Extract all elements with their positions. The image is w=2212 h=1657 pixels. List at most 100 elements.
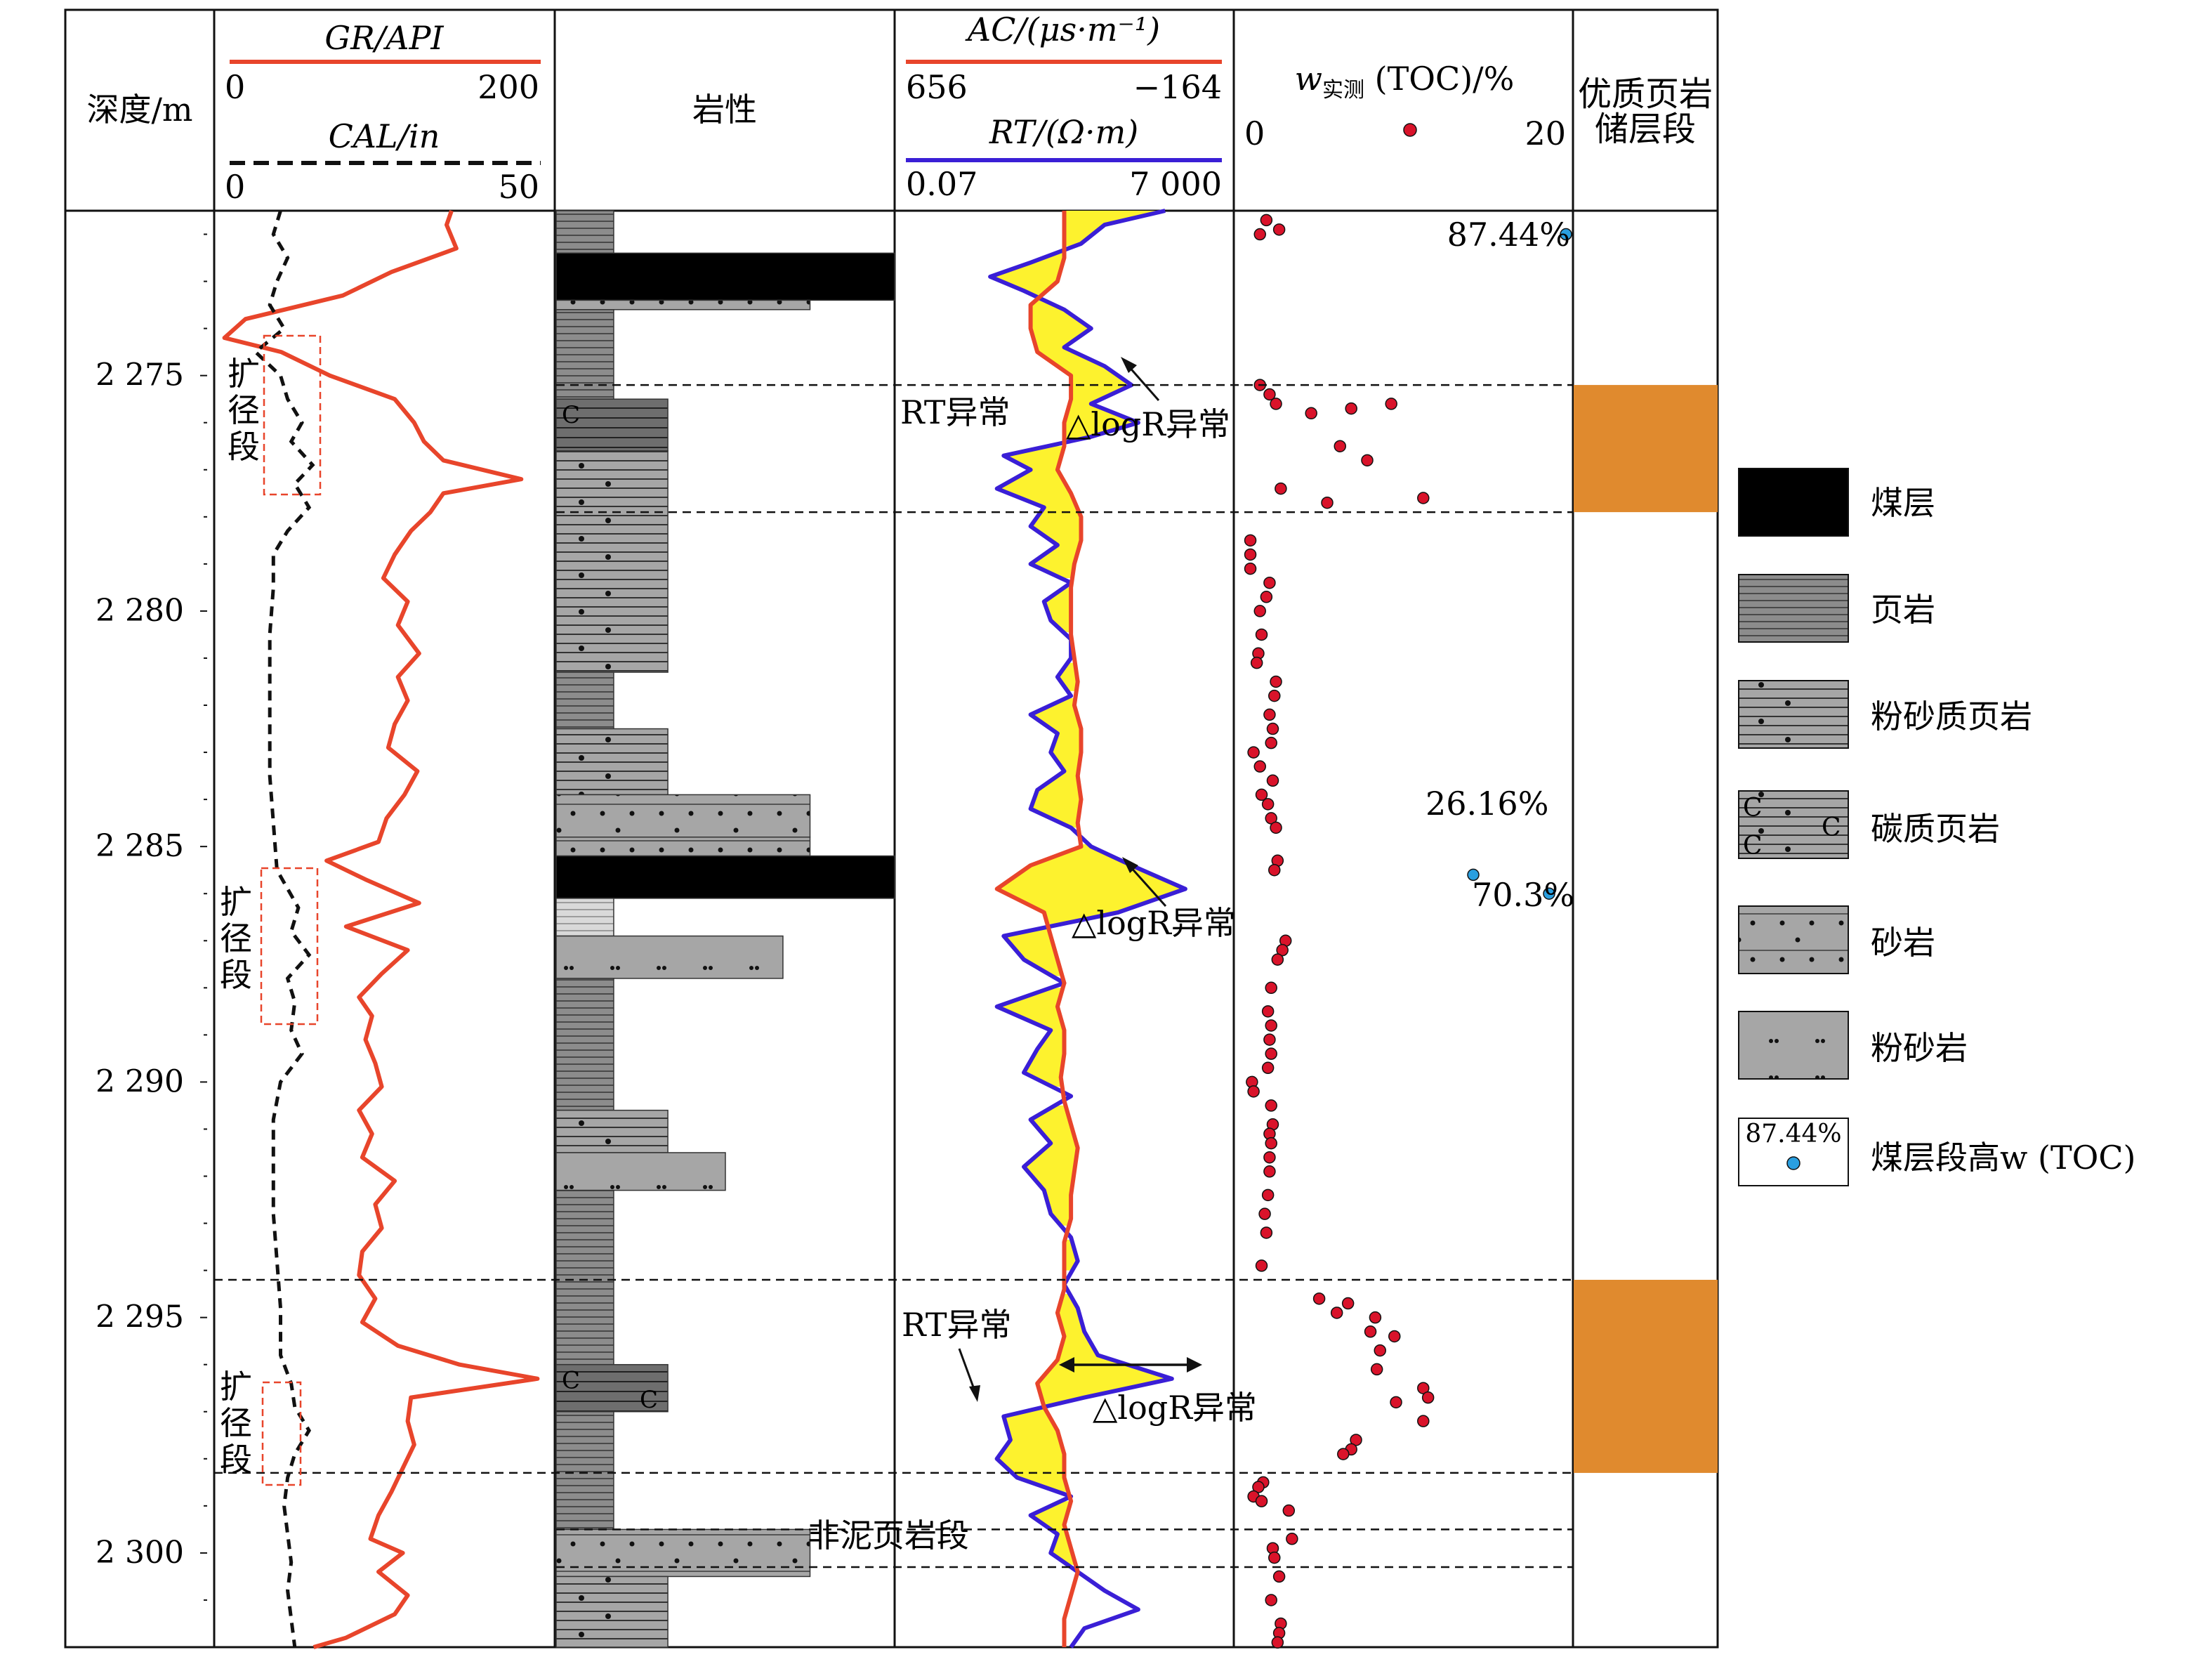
toc-point xyxy=(1263,388,1276,401)
depth-tick-label: 2 275 xyxy=(96,358,184,393)
annotations: 扩径段 扩径段 扩径段 RT异常 △logR异常 △logR异常 RT异常 △l… xyxy=(220,216,1574,1554)
log-curves xyxy=(222,209,1187,1649)
toc-point xyxy=(1321,496,1334,509)
lith-carb-mark: C xyxy=(640,1386,658,1414)
toc-point xyxy=(1265,1099,1277,1112)
legend-coal-toc-point xyxy=(1786,1156,1800,1170)
toc-point xyxy=(1271,953,1284,966)
depth-tick-label: 2 290 xyxy=(96,1063,184,1099)
depth-axis: 2 275 2 280 2 285 2 290 2 295 2 300 xyxy=(96,233,207,1648)
rt-anomaly-label-1: RT异常 xyxy=(900,393,1010,431)
toc-point xyxy=(1263,1033,1276,1046)
legend-label-shale: 页岩 xyxy=(1871,591,1935,629)
cal-header: CAL/in xyxy=(329,117,440,155)
toc-point xyxy=(1263,1165,1276,1178)
toc-point xyxy=(1253,605,1266,617)
toc-point xyxy=(1265,981,1277,995)
toc-min: 0 xyxy=(1244,114,1265,152)
cal-curve xyxy=(253,210,315,1648)
enlarged-label-2: 扩径段 xyxy=(220,883,252,994)
toc-point xyxy=(1286,1533,1298,1545)
toc-point xyxy=(1260,591,1273,603)
enlarged-box-3 xyxy=(261,1381,302,1486)
lith-bed-coal xyxy=(555,855,895,899)
lith-bed-shale xyxy=(555,210,614,254)
lith-bed-sandstone xyxy=(555,837,811,857)
lith-bed-silty_shale xyxy=(555,450,669,673)
toc-point xyxy=(1266,774,1279,787)
toc-point xyxy=(1268,863,1281,877)
toc-point xyxy=(1261,1188,1275,1202)
logr-fill-region xyxy=(1024,1105,1078,1226)
toc-high-point xyxy=(1467,868,1480,882)
toc-point xyxy=(1330,1306,1343,1319)
toc-point xyxy=(1258,1207,1271,1220)
legend-swatch-shale xyxy=(1738,574,1849,643)
legend-swatch-coal-toc xyxy=(1738,1118,1849,1186)
legend-label-coal: 煤层 xyxy=(1871,484,1935,522)
legend-swatch-sandstone xyxy=(1738,905,1849,974)
lith-bed-carb_shale xyxy=(555,398,669,452)
toc-point xyxy=(1244,548,1257,561)
lith-bed-shale xyxy=(555,672,614,730)
toc-point xyxy=(1361,454,1374,467)
ac-left: 656 xyxy=(906,68,968,106)
lith-bed-sandstone xyxy=(555,794,811,838)
toc-point xyxy=(1272,223,1286,236)
toc-point xyxy=(1369,1311,1382,1324)
non-shale-label: 非泥页岩段 xyxy=(808,1517,969,1554)
cal-min: 0 xyxy=(225,168,245,206)
lith-bed-siltstone xyxy=(555,935,784,979)
logr-fill-region xyxy=(990,253,1065,296)
toc-point xyxy=(1275,482,1287,495)
toc-point xyxy=(1247,746,1260,759)
toc-point xyxy=(1364,1325,1377,1338)
toc-point xyxy=(1255,788,1268,801)
legend-label-silty-shale: 粉砂质页岩 xyxy=(1871,697,2032,735)
logr-fill-region xyxy=(1030,300,1138,440)
legend-label-carb-shale: 碳质页岩 xyxy=(1871,810,2000,848)
toc-point xyxy=(1417,492,1430,504)
legend-carb-c2: C xyxy=(1822,813,1841,842)
toc-point xyxy=(1265,736,1277,749)
ac-curve xyxy=(994,211,1084,1647)
lith-bed-light xyxy=(555,898,614,937)
enlarged-label-3: 扩径段 xyxy=(220,1368,252,1479)
toc-point xyxy=(1265,1137,1277,1150)
toc-point xyxy=(1263,708,1276,721)
legend-carb-c1: C xyxy=(1743,794,1763,823)
toc-point xyxy=(1268,1551,1281,1564)
legend-label-sandstone: 砂岩 xyxy=(1871,924,1935,962)
lith-bed-silty_sand xyxy=(555,299,811,310)
logr-anomaly-label-2: △logR异常 xyxy=(1072,904,1236,942)
toc-point xyxy=(1282,1504,1296,1517)
toc-point xyxy=(1261,1061,1275,1075)
toc-point xyxy=(1265,1594,1277,1606)
logr-fill-region xyxy=(1064,211,1166,247)
legend-label-siltstone: 粉砂岩 xyxy=(1871,1029,1968,1067)
quality-interval-1 xyxy=(1574,385,1718,513)
toc-high-label-1: 87.44% xyxy=(1447,216,1570,254)
toc-point xyxy=(1265,1019,1277,1032)
enlarged-box-2 xyxy=(260,867,319,1026)
rt-right: 7 000 xyxy=(1129,165,1222,203)
toc-point xyxy=(1270,675,1282,688)
toc-point xyxy=(1260,214,1273,227)
toc-point xyxy=(1270,821,1282,834)
depth-header: 深度/m xyxy=(86,91,192,129)
toc-point xyxy=(1341,1297,1355,1310)
toc-high-label-3: 70.3% xyxy=(1472,876,1574,914)
depth-tick-label: 2 295 xyxy=(96,1299,184,1335)
rt-header: RT/(Ω·m) xyxy=(989,113,1138,151)
toc-header: w实测 (TOC)/% xyxy=(1295,60,1515,103)
gr-curve xyxy=(222,210,540,1649)
toc-points xyxy=(1244,214,1572,1649)
toc-point xyxy=(1385,398,1397,410)
toc-point xyxy=(1247,1085,1260,1098)
rt-anomaly-label-2: RT异常 xyxy=(902,1306,1012,1344)
legend-swatch-coal xyxy=(1738,468,1849,537)
toc-point xyxy=(1253,228,1266,241)
depth-tick-label: 2 285 xyxy=(96,828,184,864)
legend-swatch-silty-shale xyxy=(1738,680,1849,749)
toc-point xyxy=(1263,1151,1276,1164)
